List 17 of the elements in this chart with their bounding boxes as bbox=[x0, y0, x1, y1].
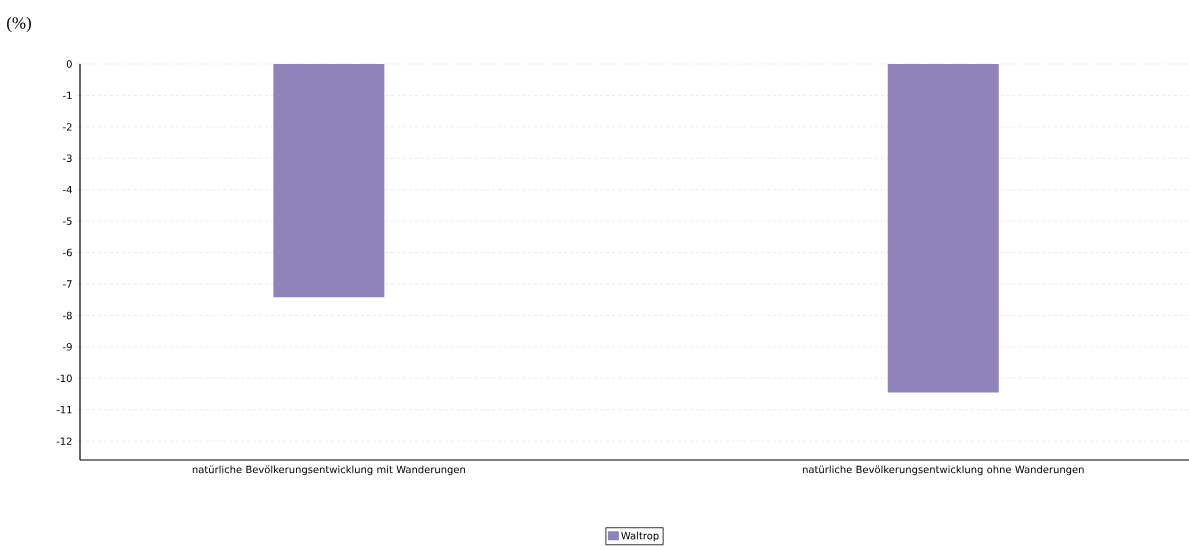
y-tick-label: -12 bbox=[56, 437, 72, 445]
y-tick-label: -8 bbox=[63, 311, 72, 320]
x-tick-label: natürliche Bevölkerungsentwicklung mit Wanderungen bbox=[192, 465, 465, 476]
y-tick-label: -3 bbox=[63, 154, 72, 163]
x-tick-label: natürliche Bevölkerungsentwicklung ohne Wanderungen bbox=[803, 465, 1084, 476]
y-axis-title: (%) bbox=[7, 16, 31, 33]
y-tick-label: 0 bbox=[66, 60, 72, 68]
legend-label: Waltrop bbox=[621, 531, 659, 542]
y-tick-label: -5 bbox=[63, 217, 72, 225]
y-tick-label: -2 bbox=[63, 123, 72, 131]
y-tick-label: -9 bbox=[63, 343, 72, 351]
y-tick-label: -11 bbox=[56, 406, 72, 414]
y-tick-label: -6 bbox=[63, 248, 72, 257]
y-tick-label: -7 bbox=[63, 280, 72, 288]
y-tick-label: -4 bbox=[63, 186, 72, 194]
y-tick-label: -10 bbox=[56, 374, 72, 383]
y-tick-label: -1 bbox=[63, 91, 72, 100]
